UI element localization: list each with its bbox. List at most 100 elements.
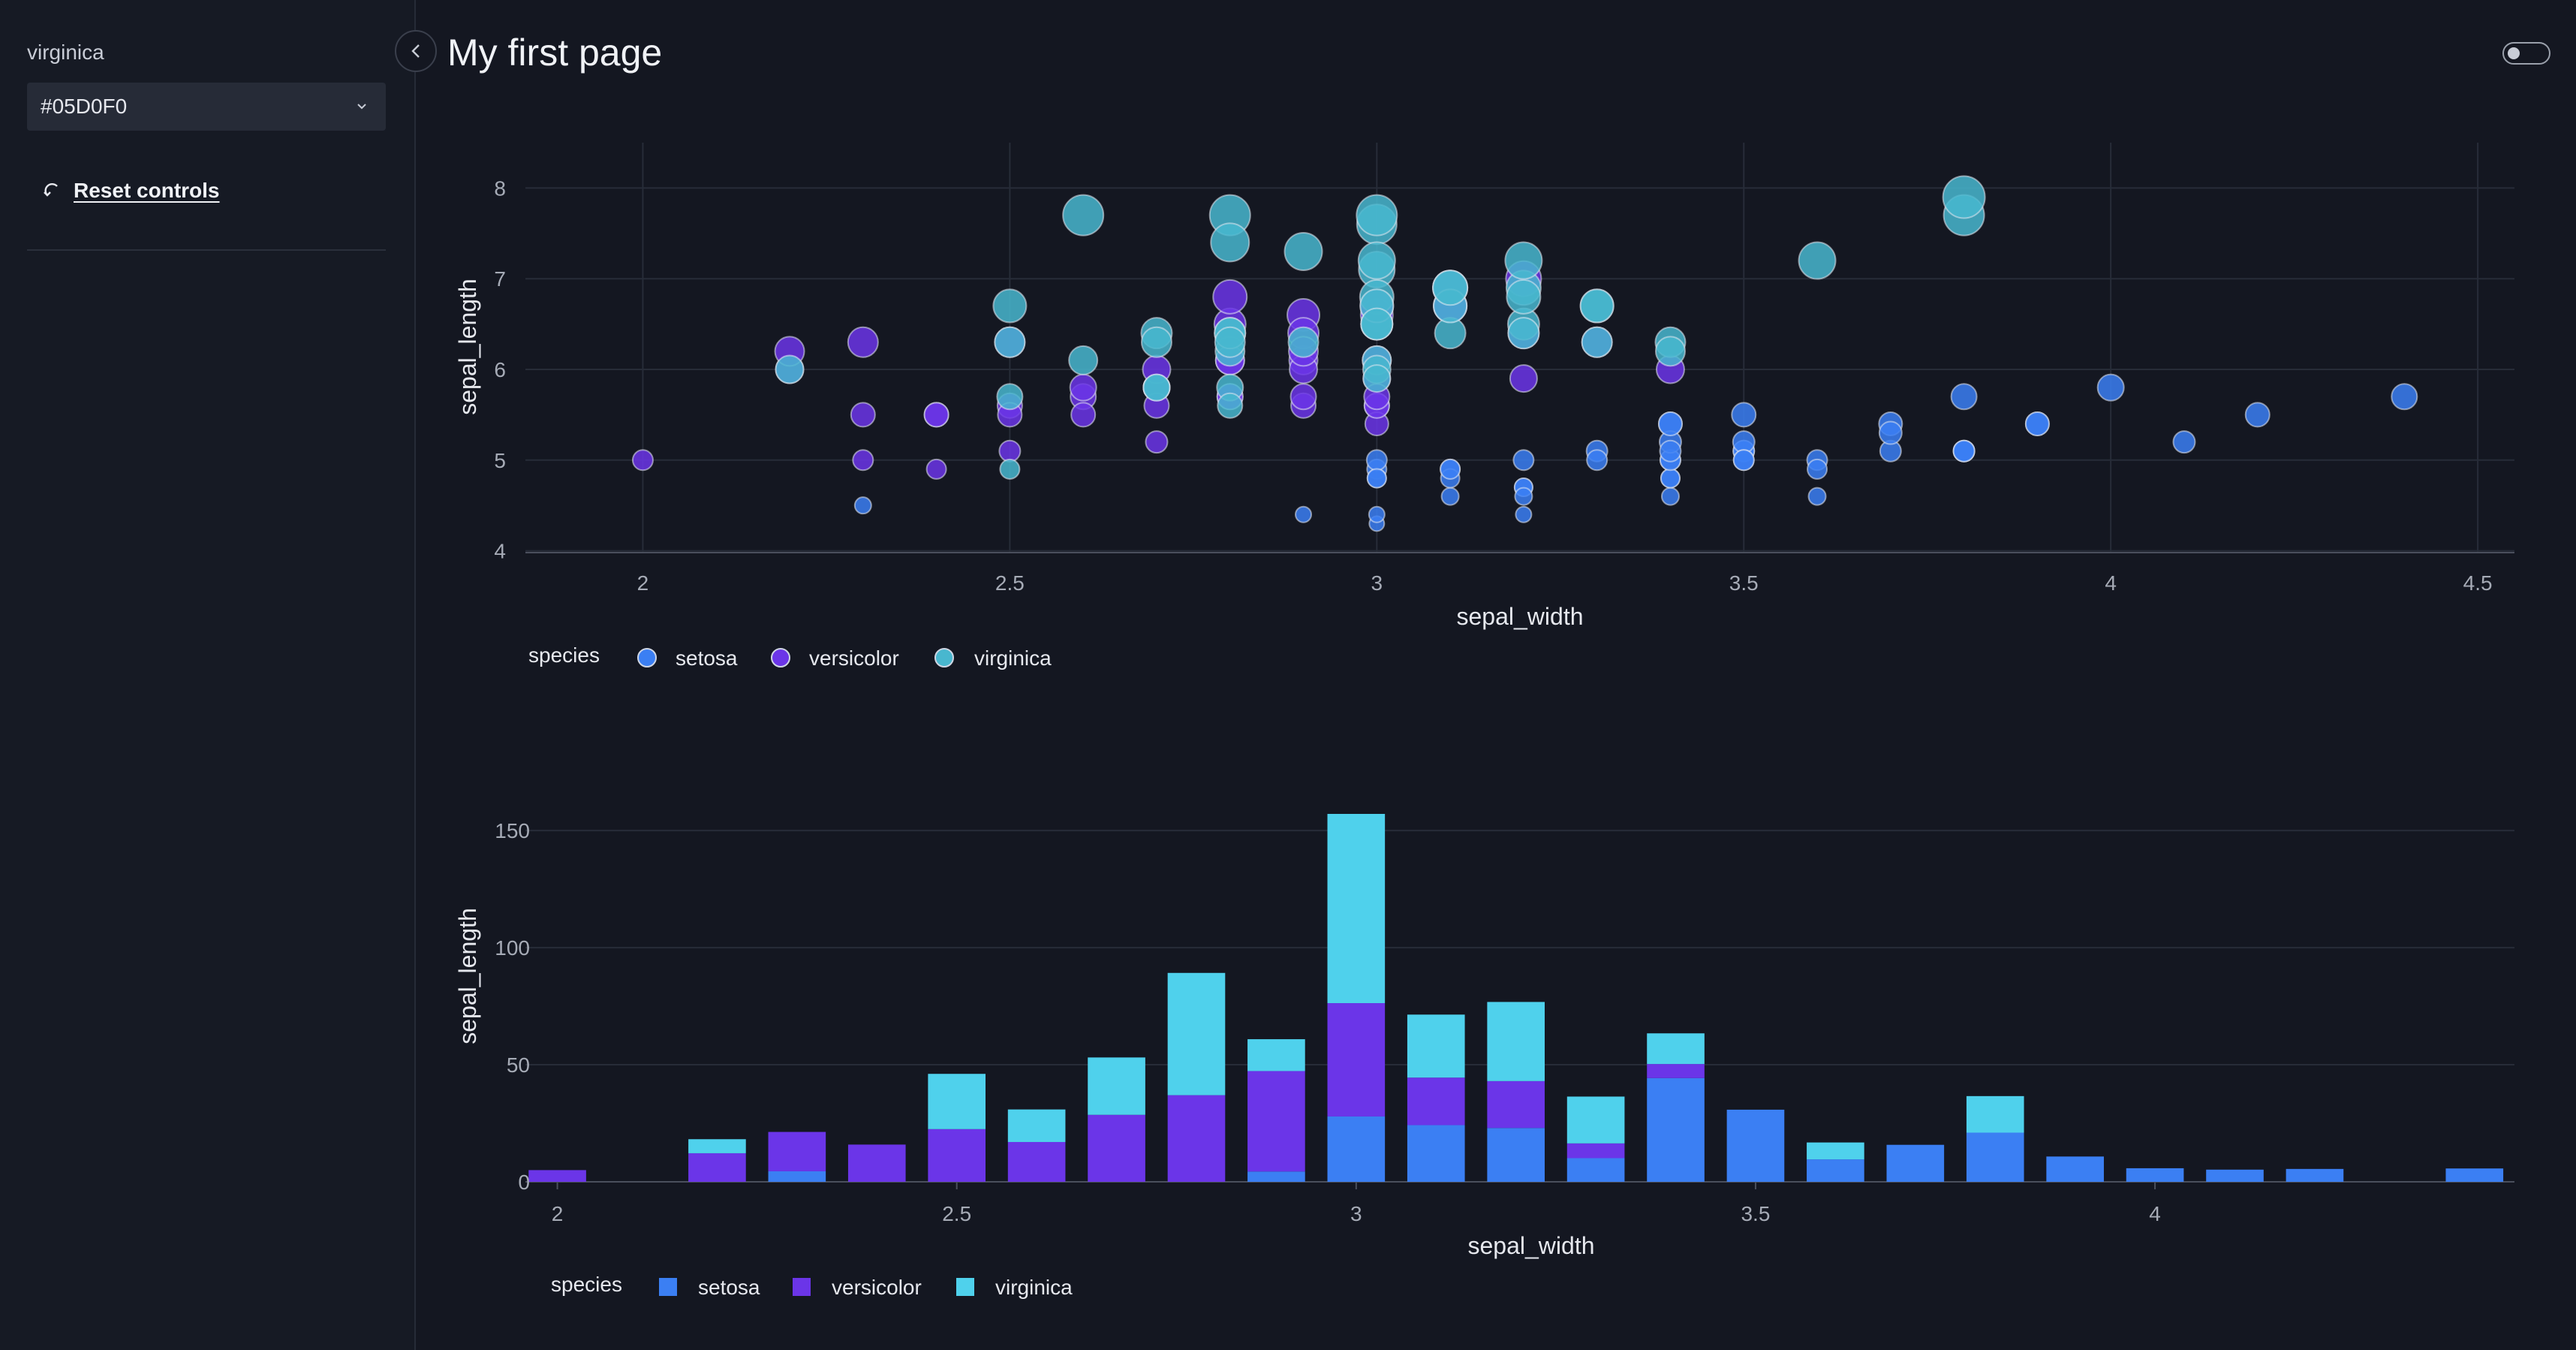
scatter-point-virginica[interactable]: [994, 326, 1026, 358]
scatter-point-versicolor[interactable]: [1290, 383, 1317, 411]
bar-segment-versicolor[interactable]: [1566, 1143, 1625, 1159]
bar-segment-versicolor[interactable]: [1647, 1064, 1705, 1078]
scatter-point-versicolor[interactable]: [925, 458, 947, 480]
scatter-point-setosa[interactable]: [1295, 505, 1313, 523]
scatter-point-virginica[interactable]: [992, 288, 1028, 324]
scatter-point-setosa[interactable]: [2096, 373, 2125, 402]
bar-segment-virginica[interactable]: [1807, 1142, 1864, 1160]
scatter-point-setosa[interactable]: [1952, 439, 1976, 463]
scatter-point-versicolor[interactable]: [1509, 364, 1538, 393]
scatter-point-setosa[interactable]: [1440, 458, 1461, 480]
reset-controls-button[interactable]: Reset controls: [41, 176, 220, 206]
scatter-point-setosa[interactable]: [1440, 487, 1460, 506]
scatter-point-virginica[interactable]: [1432, 270, 1469, 306]
scatter-point-setosa[interactable]: [1368, 505, 1386, 523]
scatter-point-virginica[interactable]: [1283, 231, 1323, 271]
scatter-point-virginica[interactable]: [775, 354, 805, 384]
scatter-point-virginica[interactable]: [1068, 345, 1099, 375]
bar-segment-virginica[interactable]: [1966, 1095, 2024, 1133]
bar-segment-versicolor[interactable]: [528, 1170, 586, 1182]
scatter-point-setosa[interactable]: [1365, 449, 1388, 472]
scatter-point-setosa[interactable]: [2244, 402, 2271, 428]
bar-segment-setosa[interactable]: [1966, 1132, 2024, 1183]
bar-segment-setosa[interactable]: [1247, 1171, 1305, 1182]
bar-segment-virginica[interactable]: [1647, 1033, 1705, 1065]
scatter-point-versicolor[interactable]: [850, 402, 876, 428]
bar-segment-virginica[interactable]: [1088, 1057, 1145, 1115]
bar-segment-setosa[interactable]: [1487, 1128, 1545, 1182]
scatter-point-setosa[interactable]: [1660, 468, 1681, 489]
bar-segment-versicolor[interactable]: [1007, 1141, 1066, 1182]
scatter-point-virginica[interactable]: [996, 383, 1024, 411]
scatter-point-setosa[interactable]: [1514, 487, 1533, 506]
scatter-point-virginica[interactable]: [1798, 241, 1837, 280]
scatter-point-setosa[interactable]: [1366, 468, 1387, 489]
scatter-point-versicolor[interactable]: [998, 439, 1022, 463]
bar-segment-setosa[interactable]: [2126, 1168, 2184, 1182]
bar-segment-virginica[interactable]: [1247, 1039, 1305, 1071]
scatter-point-setosa[interactable]: [1807, 487, 1827, 506]
bar-segment-setosa[interactable]: [1327, 1116, 1386, 1182]
bar-segment-virginica[interactable]: [1167, 972, 1226, 1095]
bar-segment-versicolor[interactable]: [1487, 1080, 1545, 1129]
bar-segment-versicolor[interactable]: [688, 1153, 746, 1182]
color-select[interactable]: #05D0F0: [27, 83, 386, 131]
scatter-point-setosa[interactable]: [2024, 411, 2050, 436]
bar-segment-versicolor[interactable]: [847, 1144, 906, 1182]
scatter-point-virginica[interactable]: [1356, 194, 1398, 237]
bar-segment-virginica[interactable]: [688, 1139, 746, 1153]
bar-segment-versicolor[interactable]: [1247, 1071, 1305, 1172]
bar-segment-versicolor[interactable]: [1327, 1003, 1386, 1116]
scatter-point-virginica[interactable]: [1507, 317, 1540, 350]
scatter-point-virginica[interactable]: [1214, 326, 1246, 358]
scatter-point-virginica[interactable]: [1654, 336, 1686, 367]
bar-segment-versicolor[interactable]: [768, 1132, 826, 1171]
scatter-point-setosa[interactable]: [2172, 430, 2196, 454]
bar-segment-setosa[interactable]: [2445, 1168, 2504, 1182]
bar-segment-setosa[interactable]: [768, 1171, 826, 1182]
bar-segment-setosa[interactable]: [1647, 1077, 1705, 1182]
bar-segment-setosa[interactable]: [1886, 1144, 1945, 1182]
scatter-point-virginica[interactable]: [1357, 241, 1396, 280]
scatter-point-versicolor[interactable]: [847, 326, 879, 358]
scatter-point-virginica[interactable]: [1142, 373, 1171, 402]
scatter-point-setosa[interactable]: [1807, 458, 1828, 480]
scatter-point-virginica[interactable]: [1210, 222, 1250, 263]
theme-toggle[interactable]: [2502, 42, 2550, 65]
scatter-point-setosa[interactable]: [1659, 439, 1682, 463]
bar-segment-setosa[interactable]: [1726, 1109, 1785, 1182]
scatter-point-setosa[interactable]: [853, 496, 872, 515]
scatter-point-setosa[interactable]: [1586, 449, 1608, 472]
scatter-point-setosa[interactable]: [1660, 487, 1680, 506]
bar-segment-virginica[interactable]: [1407, 1014, 1465, 1078]
scatter-point-setosa[interactable]: [1515, 505, 1533, 523]
scatter-point-virginica[interactable]: [1506, 279, 1542, 315]
bar-segment-virginica[interactable]: [1007, 1109, 1066, 1142]
scatter-point-setosa[interactable]: [1657, 411, 1683, 436]
bar-segment-versicolor[interactable]: [1088, 1114, 1145, 1182]
scatter-point-virginica[interactable]: [1504, 241, 1543, 280]
scatter-point-versicolor[interactable]: [1069, 373, 1097, 402]
scatter-point-setosa[interactable]: [1512, 449, 1535, 472]
scatter-point-versicolor[interactable]: [1145, 430, 1169, 454]
scatter-point-virginica[interactable]: [1362, 364, 1392, 393]
collapse-sidebar-button[interactable]: [395, 30, 437, 72]
scatter-point-setosa[interactable]: [2391, 383, 2418, 411]
bar-segment-versicolor[interactable]: [1407, 1077, 1465, 1126]
bar-segment-virginica[interactable]: [928, 1074, 986, 1129]
scatter-point-versicolor[interactable]: [631, 449, 654, 472]
scatter-point-virginica[interactable]: [1140, 326, 1172, 358]
scatter-point-versicolor[interactable]: [1070, 402, 1097, 428]
bar-segment-setosa[interactable]: [2206, 1169, 2264, 1182]
scatter-point-setosa[interactable]: [1732, 449, 1755, 472]
scatter-point-versicolor[interactable]: [852, 449, 874, 472]
scatter-point-virginica[interactable]: [1579, 288, 1615, 324]
scatter-point-virginica[interactable]: [1062, 194, 1105, 237]
scatter-point-virginica[interactable]: [1360, 307, 1394, 341]
bar-segment-virginica[interactable]: [1327, 813, 1386, 1004]
scatter-point-setosa[interactable]: [1950, 383, 1978, 411]
scatter-point-virginica[interactable]: [1217, 392, 1244, 419]
scatter-point-setosa[interactable]: [1731, 402, 1757, 428]
scatter-point-versicolor[interactable]: [1212, 279, 1248, 315]
bar-segment-setosa[interactable]: [1407, 1125, 1465, 1182]
